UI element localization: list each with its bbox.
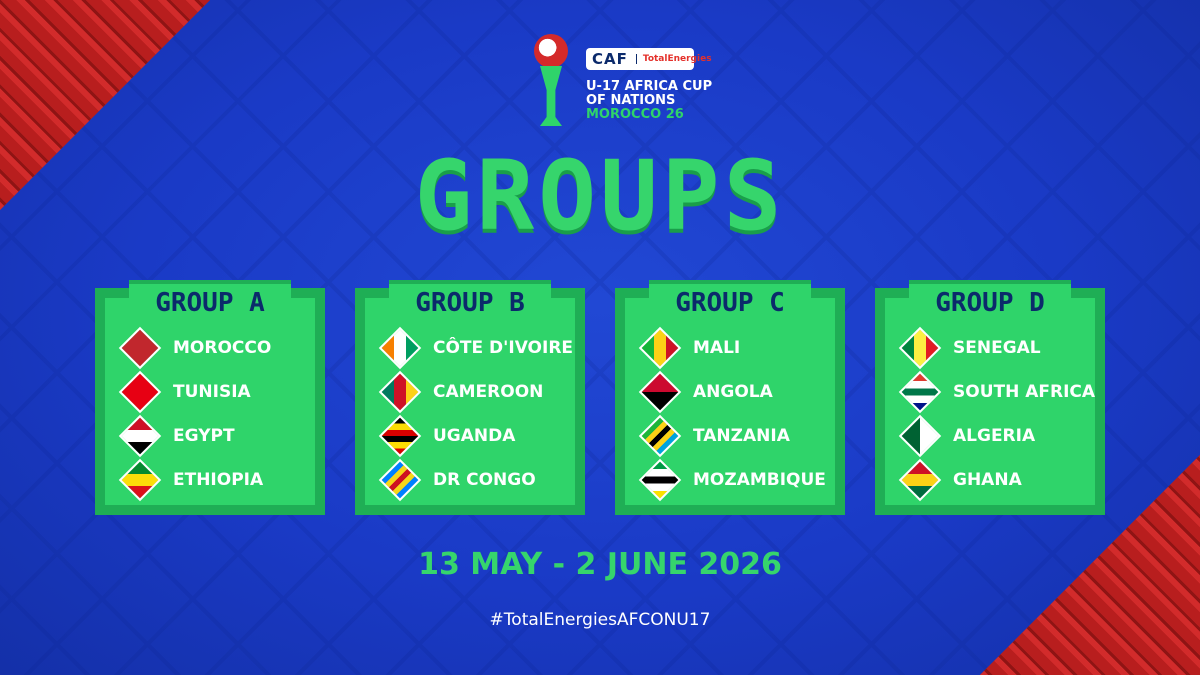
team-name: UGANDA: [433, 426, 516, 446]
group-card: GROUP B CÔTE D'IVOIRE CAMEROON UGANDA DR CON…: [355, 280, 585, 515]
team-name: SENEGAL: [953, 338, 1041, 358]
team-name: CÔTE D'IVOIRE: [433, 338, 574, 358]
team-name: ALGERIA: [953, 426, 1036, 446]
group-card: GROUP A MOROCCO TUNISIA EGYPT ETHIOPIA: [95, 280, 325, 515]
flag-icon: [898, 458, 942, 502]
team-name: TUNISIA: [173, 382, 251, 402]
list-item: CÔTE D'IVOIRE: [378, 326, 573, 370]
team-name: MOZAMBIQUE: [693, 470, 826, 490]
list-item: MALI: [638, 326, 827, 370]
flag-icon: [898, 414, 942, 458]
logo-line-2: OF NATIONS: [586, 93, 676, 108]
list-item: GHANA: [898, 458, 1087, 502]
list-item: SENEGAL: [898, 326, 1087, 370]
flag-icon: [898, 370, 942, 414]
flag-icon: [118, 458, 162, 502]
logo-line-1: U-17 AFRICA CUP: [586, 79, 713, 94]
tournament-dates: 13 MAY - 2 JUNE 2026: [418, 547, 782, 582]
list-item: MOROCCO: [118, 326, 307, 370]
team-list: CÔTE D'IVOIRE CAMEROON UGANDA DR CONGO: [378, 326, 573, 502]
team-name: SOUTH AFRICA: [953, 382, 1096, 402]
group-card: GROUP D SENEGAL SOUTH AFRICA ALGERIA GHANA: [875, 280, 1105, 515]
team-name: EGYPT: [173, 426, 235, 446]
list-item: UGANDA: [378, 414, 567, 458]
team-name: TANZANIA: [693, 426, 790, 446]
caf-badge: CAF TotalEnergies: [586, 48, 712, 70]
team-name: ANGOLA: [693, 382, 773, 402]
list-item: SOUTH AFRICA: [898, 370, 1095, 414]
list-item: ANGOLA: [638, 370, 827, 414]
list-item: CAMEROON: [378, 370, 567, 414]
sponsor-text: TotalEnergies: [635, 54, 712, 64]
flag-icon: [118, 414, 162, 458]
list-item: DR CONGO: [378, 458, 567, 502]
flag-icon: [378, 458, 422, 502]
team-name: MOROCCO: [173, 338, 272, 358]
team-name: DR CONGO: [433, 470, 536, 490]
flag-icon: [898, 326, 942, 370]
team-name: CAMEROON: [433, 382, 544, 402]
logo-line-3: MOROCCO 26: [586, 107, 684, 122]
flag-icon: [378, 326, 422, 370]
team-name: MALI: [693, 338, 741, 358]
trophy-icon: [540, 66, 562, 126]
list-item: ETHIOPIA: [118, 458, 307, 502]
flag-icon: [378, 370, 422, 414]
tournament-logo: CAF TotalEnergies U-17 AFRICA CUP OF NAT…: [530, 32, 712, 132]
flag-icon: [378, 414, 422, 458]
list-item: EGYPT: [118, 414, 307, 458]
team-name: ETHIOPIA: [173, 470, 264, 490]
page-title: GROUPS: [414, 140, 786, 252]
flag-icon: [118, 326, 162, 370]
caf-text: CAF: [592, 50, 628, 68]
group-title: GROUP C: [649, 280, 811, 320]
group-title: GROUP A: [129, 280, 291, 320]
list-item: MOZAMBIQUE: [638, 458, 827, 502]
flag-icon: [638, 414, 682, 458]
team-name: GHANA: [953, 470, 1022, 490]
flag-icon: [638, 458, 682, 502]
flag-icon: [638, 370, 682, 414]
flag-icon: [118, 370, 162, 414]
team-list: SENEGAL SOUTH AFRICA ALGERIA GHANA: [898, 326, 1095, 502]
group-title: GROUP B: [389, 280, 551, 320]
list-item: TUNISIA: [118, 370, 307, 414]
group-card: GROUP C MALI ANGOLA TANZANIA MOZAMBIQUE: [615, 280, 845, 515]
team-list: MOROCCO TUNISIA EGYPT ETHIOPIA: [118, 326, 307, 502]
team-list: MALI ANGOLA TANZANIA MOZAMBIQUE: [638, 326, 827, 502]
flag-icon: [638, 326, 682, 370]
list-item: ALGERIA: [898, 414, 1087, 458]
list-item: TANZANIA: [638, 414, 827, 458]
hashtag: #TotalEnergiesAFCONU17: [489, 610, 711, 630]
group-title: GROUP D: [909, 280, 1071, 320]
trophy-ball-icon: [534, 34, 568, 68]
